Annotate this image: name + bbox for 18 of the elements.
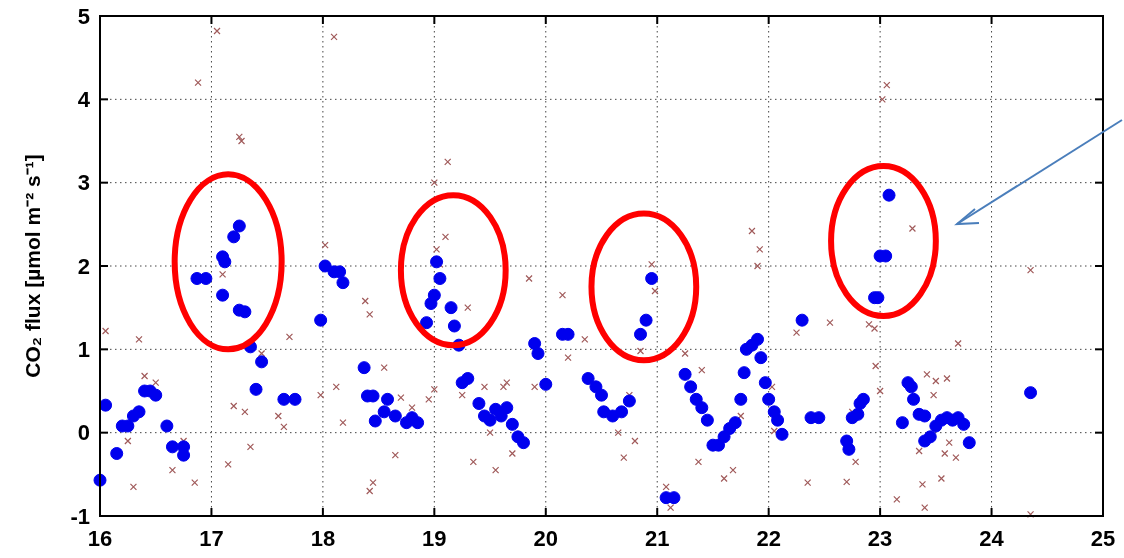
y-tick-label: -1 <box>70 503 90 529</box>
y-axis-title: CO₂ flux [µmol m⁻² s⁻¹] <box>21 154 44 378</box>
y-tick-label: 0 <box>77 420 90 446</box>
x-tick-label: 16 <box>87 526 113 551</box>
y-tick-label: 3 <box>77 170 90 196</box>
y-tick-label: 2 <box>77 253 90 279</box>
y-tick-label: 5 <box>77 3 90 29</box>
x-tick-label: 23 <box>867 526 893 551</box>
x-tick-label: 25 <box>1090 526 1116 551</box>
x-tick-label: 18 <box>310 526 336 551</box>
x-tick-label: 24 <box>979 526 1005 551</box>
x-tick-label: 20 <box>533 526 559 551</box>
x-tick-label: 17 <box>199 526 224 551</box>
y-tick-label: 1 <box>77 337 90 363</box>
x-tick-label: 22 <box>756 526 781 551</box>
y-tick-label: 4 <box>77 87 91 113</box>
x-tick-label: 19 <box>422 526 447 551</box>
x-tick-label: 21 <box>644 526 670 551</box>
